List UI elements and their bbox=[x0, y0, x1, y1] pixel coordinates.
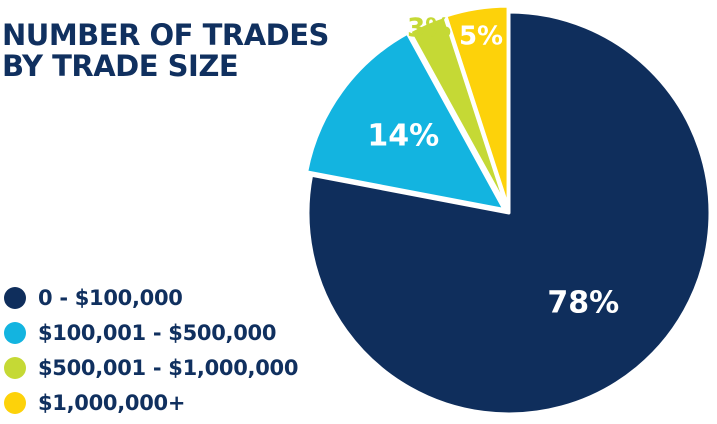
legend-label: $500,001 - $1,000,000 bbox=[38, 355, 299, 380]
chart-title-line-2: BY TRADE SIZE bbox=[2, 49, 239, 83]
pie-slice-4 bbox=[444, 4, 510, 209]
legend-swatch-cyan bbox=[4, 321, 26, 344]
chart-title-line-1: NUMBER OF TRADES bbox=[2, 18, 329, 52]
pie-slice-3 bbox=[408, 14, 509, 209]
legend-label: $100,001 - $500,000 bbox=[38, 320, 277, 345]
legend-item-100001-500000: $100,001 - $500,000 bbox=[4, 315, 298, 350]
chart-legend: 0 - $100,000 $100,001 - $500,000 $500,00… bbox=[4, 280, 298, 420]
legend-swatch-navy bbox=[4, 286, 26, 309]
chart-title: NUMBER OF TRADES BY TRADE SIZE bbox=[2, 20, 329, 82]
slice-value-label-2: 14% bbox=[367, 119, 439, 154]
slice-value-label-1: 78% bbox=[547, 285, 619, 320]
pie-slice-2 bbox=[305, 31, 506, 211]
legend-item-500001-1000000: $500,001 - $1,000,000 bbox=[4, 350, 298, 385]
legend-item-0-100000: 0 - $100,000 bbox=[4, 280, 298, 315]
legend-label: 0 - $100,000 bbox=[38, 285, 183, 310]
slice-value-label-4: 5% bbox=[459, 21, 503, 51]
slice-value-label-3: 3% bbox=[407, 14, 451, 44]
legend-swatch-lime bbox=[4, 356, 26, 379]
legend-item-1000000-plus: $1,000,000+ bbox=[4, 385, 298, 420]
legend-label: $1,000,000+ bbox=[38, 390, 186, 415]
legend-swatch-yellow bbox=[4, 391, 26, 414]
pie-slice-1 bbox=[306, 10, 712, 416]
